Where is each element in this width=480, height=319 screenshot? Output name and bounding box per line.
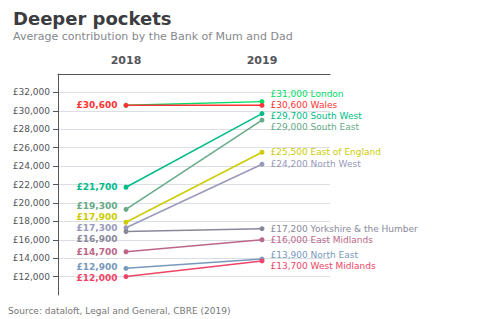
svg-text:£17,200 Yorkshire & the Humber: £17,200 Yorkshire & the Humber	[271, 224, 419, 234]
svg-text:£32,000: £32,000	[13, 87, 50, 97]
svg-text:£17,900: £17,900	[77, 212, 118, 222]
svg-text:£28,000: £28,000	[13, 124, 50, 134]
svg-text:£30,600 Wales: £30,600 Wales	[271, 100, 338, 110]
svg-text:£20,000: £20,000	[13, 198, 50, 208]
svg-text:Deeper pockets: Deeper pockets	[13, 8, 172, 29]
svg-text:£29,000 South East: £29,000 South East	[271, 122, 360, 132]
svg-text:£12,000: £12,000	[77, 273, 118, 283]
svg-text:£22,000: £22,000	[13, 180, 50, 190]
svg-text:£13,900 North East: £13,900 North East	[271, 250, 359, 260]
svg-text:£24,200 North West: £24,200 North West	[271, 159, 362, 169]
svg-text:£26,000: £26,000	[13, 143, 50, 153]
svg-text:£19,300: £19,300	[77, 201, 118, 211]
svg-text:£16,000: £16,000	[13, 235, 50, 245]
svg-text:£31,000 London: £31,000 London	[271, 89, 344, 99]
svg-text:£14,700: £14,700	[77, 247, 118, 257]
svg-text:Source: dataloft, Legal and Ge: Source: dataloft, Legal and General, CBR…	[8, 306, 231, 316]
svg-text:£16,900: £16,900	[77, 234, 118, 244]
svg-text:2018: 2018	[111, 54, 142, 67]
svg-text:£12,900: £12,900	[77, 262, 118, 272]
svg-text:£16,000 East Midlands: £16,000 East Midlands	[271, 235, 374, 245]
svg-text:£13,700 West Midlands: £13,700 West Midlands	[271, 261, 376, 271]
svg-text:Average contribution by the Ba: Average contribution by the Bank of Mum …	[13, 30, 293, 43]
svg-text:£17,300: £17,300	[77, 223, 118, 233]
svg-text:£21,700: £21,700	[77, 182, 118, 192]
svg-text:£29,700 South West: £29,700 South West	[271, 111, 363, 121]
svg-text:£12,000: £12,000	[13, 272, 50, 282]
svg-text:£30,000: £30,000	[13, 106, 50, 116]
svg-text:£18,000: £18,000	[13, 216, 50, 226]
svg-text:£30,600: £30,600	[77, 100, 118, 110]
svg-text:£25,500 East of England: £25,500 East of England	[271, 147, 381, 157]
svg-text:2019: 2019	[247, 54, 278, 67]
svg-text:£24,000: £24,000	[13, 161, 50, 171]
svg-text:£14,000: £14,000	[13, 253, 50, 263]
